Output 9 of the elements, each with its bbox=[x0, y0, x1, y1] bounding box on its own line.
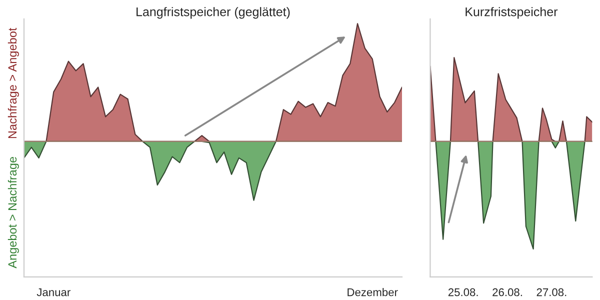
x-tick-label: 26.08. bbox=[492, 288, 522, 296]
x-tick-label: Januar bbox=[36, 288, 70, 296]
chart-title: Kurzfristspeicher bbox=[466, 7, 558, 19]
text: Nachfrage > Angebot bbox=[8, 28, 19, 138]
chart-title: Langfristspeicher (geglättet) bbox=[136, 7, 290, 19]
x-tick-label: Dezember bbox=[348, 288, 398, 296]
text: Angebot > Nachfrage bbox=[8, 156, 19, 268]
x-tick-label: 27.08. bbox=[536, 288, 566, 296]
x-tick-label: 25.08. bbox=[448, 288, 478, 296]
